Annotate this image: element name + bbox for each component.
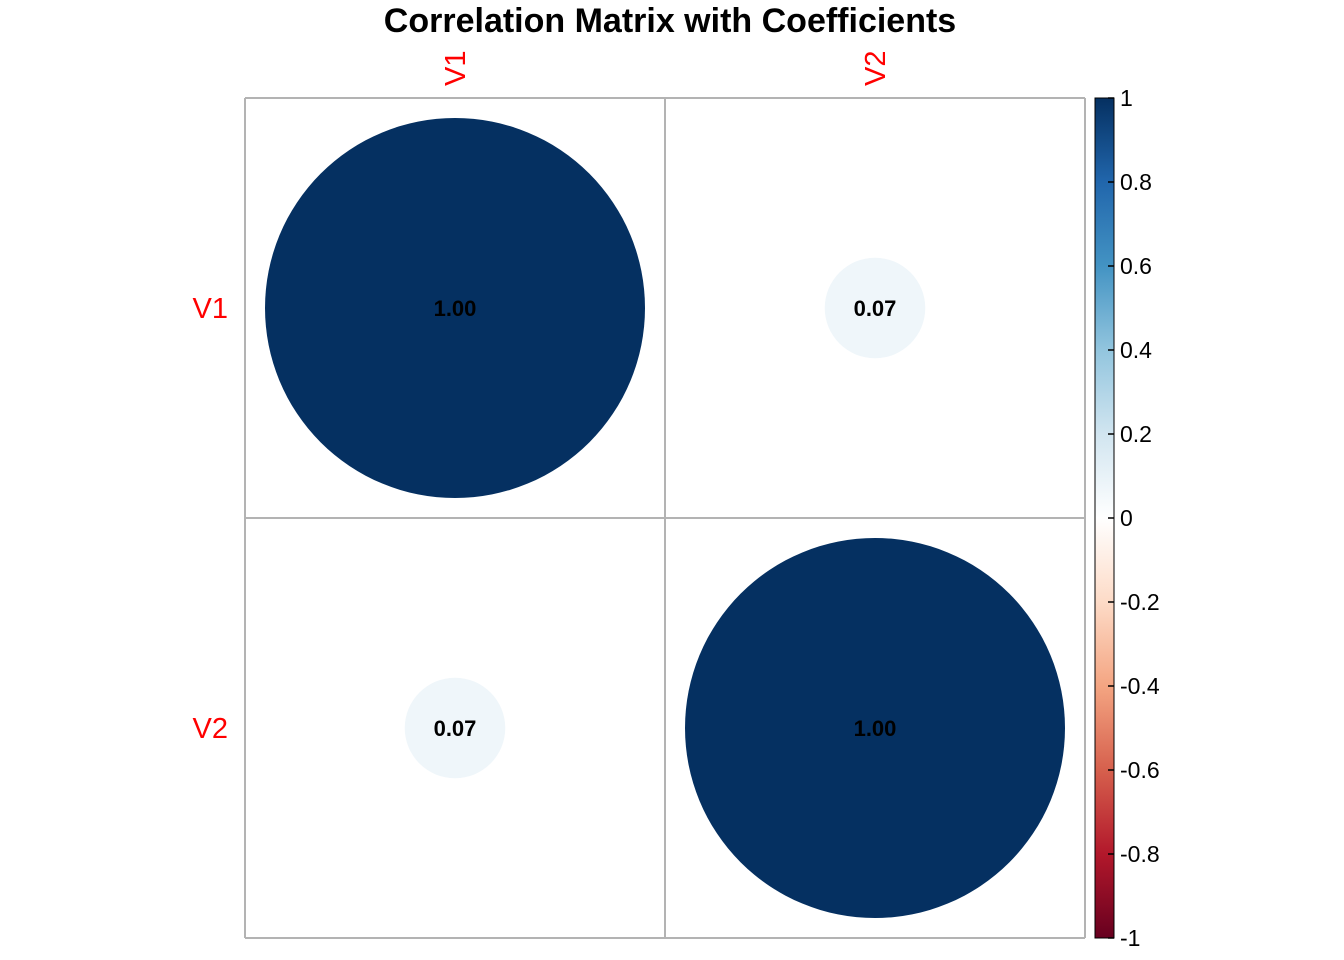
colorbar-tick-label: 1 (1120, 85, 1133, 111)
corr-circle-V1-V2 (824, 257, 926, 359)
variable-labels: V1 V1 V2 V2 (193, 51, 892, 745)
col-label-V2: V2 (860, 51, 892, 86)
col-label-V1: V1 (440, 51, 472, 86)
coef-label-V1-V1: 1.00 (434, 296, 477, 321)
coef-label-V2-V1: 0.07 (434, 716, 477, 741)
corr-circle-V2-V2 (685, 538, 1065, 918)
corr-circle-V2-V1 (404, 677, 506, 779)
chart-title: Correlation Matrix with Coefficients (384, 2, 956, 40)
coef-label-V1-V2: 0.07 (854, 296, 897, 321)
colorbar-tick-label: -0.6 (1120, 757, 1160, 783)
colorbar-tick-label: -0.4 (1120, 673, 1160, 699)
row-label-V2: V2 (193, 713, 228, 745)
colorbar-tick-label: 0.4 (1120, 337, 1152, 363)
colorbar-tick-label: 0.2 (1120, 421, 1152, 447)
colorbar-tick-label: -0.8 (1120, 841, 1160, 867)
colorbar-tick-label: 0 (1120, 505, 1133, 531)
colorbar-tick-label: 0.6 (1120, 253, 1152, 279)
corr-circle-V1-V1 (265, 118, 645, 498)
matrix-cells: 1.00 0.07 0.07 1.00 (265, 118, 1065, 918)
row-label-V1: V1 (193, 293, 228, 325)
coef-label-V2-V2: 1.00 (854, 716, 897, 741)
colorbar-tick-label: -1 (1120, 925, 1140, 951)
matrix-grid (244, 97, 1086, 939)
colorbar-tick-label: -0.2 (1120, 589, 1160, 615)
color-legend: 1 0.8 0.6 0.4 0.2 0 -0.2 -0.4 -0.6 -0.8 -1 (1094, 85, 1160, 951)
colorbar-tick-label: 0.8 (1120, 169, 1152, 195)
